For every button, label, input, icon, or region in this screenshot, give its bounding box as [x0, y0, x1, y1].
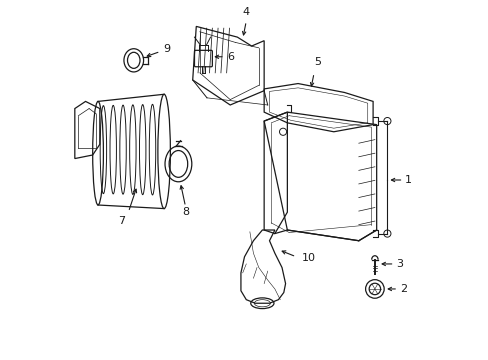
Text: 9: 9	[163, 44, 170, 54]
Text: 8: 8	[183, 207, 189, 217]
Text: 2: 2	[399, 284, 406, 294]
Text: 10: 10	[301, 252, 315, 262]
Text: 3: 3	[395, 259, 403, 269]
Text: 1: 1	[404, 175, 411, 185]
Text: 7: 7	[118, 216, 124, 226]
Text: 6: 6	[227, 52, 234, 62]
Text: 4: 4	[242, 8, 249, 18]
Text: 5: 5	[314, 58, 321, 67]
